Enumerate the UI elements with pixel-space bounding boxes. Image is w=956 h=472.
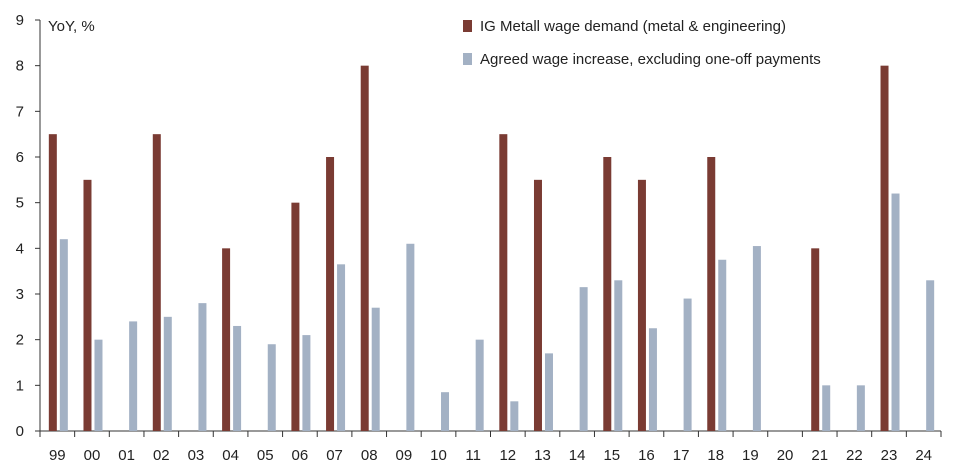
bar-agreed-increase	[59, 239, 68, 431]
x-tick-label: 15	[603, 447, 620, 464]
bar-agreed-increase	[441, 392, 450, 431]
bar-agreed-increase	[891, 193, 900, 431]
x-tick-label: 09	[396, 447, 413, 464]
y-tick-label: 2	[16, 332, 24, 349]
bar-agreed-increase	[233, 325, 242, 431]
y-tick-label: 7	[16, 103, 24, 120]
x-tick-label: 05	[257, 447, 274, 464]
bar-agreed-increase	[406, 243, 415, 431]
y-tick-label: 8	[16, 58, 24, 75]
axes	[35, 19, 942, 437]
x-tick-label: 16	[638, 447, 655, 464]
x-tick-label: 24	[915, 447, 932, 464]
bar-agreed-increase	[856, 385, 865, 431]
bars	[48, 65, 935, 432]
bar-wage-demand	[291, 202, 300, 431]
y-tick-label: 3	[16, 286, 24, 303]
bar-wage-demand	[326, 157, 335, 431]
bar-agreed-increase	[337, 264, 346, 431]
bar-agreed-increase	[267, 344, 276, 431]
bar-wage-demand	[603, 157, 612, 431]
x-tick-label: 99	[49, 447, 66, 464]
x-tick-label: 11	[465, 447, 481, 464]
y-tick-label: 6	[16, 149, 24, 166]
x-tick-label: 02	[153, 447, 170, 464]
bar-agreed-increase	[163, 316, 172, 431]
x-tick-label: 10	[430, 447, 447, 464]
bar-agreed-increase	[198, 303, 207, 431]
bar-wage-demand	[811, 248, 820, 431]
x-tick-label: 07	[326, 447, 343, 464]
bar-agreed-increase	[371, 307, 380, 431]
y-tick-label: 4	[16, 240, 24, 257]
legend-swatch-demand	[463, 20, 472, 32]
bar-agreed-increase	[302, 335, 311, 431]
bar-agreed-increase	[822, 385, 831, 431]
bar-wage-demand	[880, 65, 889, 432]
y-axis-title: YoY, %	[48, 18, 95, 35]
bar-agreed-increase	[94, 339, 103, 431]
bar-wage-demand	[360, 65, 369, 432]
bar-wage-demand	[499, 134, 508, 431]
bar-agreed-increase	[614, 280, 623, 431]
bar-agreed-increase	[475, 339, 484, 431]
bar-wage-demand	[533, 179, 542, 431]
y-tick-label: 1	[16, 377, 24, 394]
bar-wage-demand	[152, 134, 161, 431]
bar-wage-demand	[83, 179, 92, 431]
bar-agreed-increase	[718, 259, 727, 431]
x-tick-label: 01	[118, 447, 135, 464]
bar-wage-demand	[48, 134, 57, 431]
x-tick-label: 13	[534, 447, 551, 464]
bar-agreed-increase	[510, 401, 519, 431]
bar-wage-demand	[637, 179, 646, 431]
bar-agreed-increase	[926, 280, 935, 431]
y-tick-label: 0	[16, 423, 24, 440]
bar-agreed-increase	[544, 353, 553, 431]
x-tick-label: 04	[222, 447, 239, 464]
bar-agreed-increase	[579, 287, 588, 431]
x-tick-label: 08	[361, 447, 378, 464]
x-tick-label: 00	[84, 447, 101, 464]
x-tick-label: 21	[811, 447, 828, 464]
bar-wage-demand	[222, 248, 231, 431]
x-tick-label: 03	[188, 447, 205, 464]
x-tick-label: 19	[742, 447, 759, 464]
legend-label-agreed: Agreed wage increase, excluding one-off …	[480, 51, 821, 68]
legend-label-demand: IG Metall wage demand (metal & engineeri…	[480, 18, 786, 35]
y-tick-label: 5	[16, 195, 24, 212]
bar-agreed-increase	[648, 328, 657, 431]
x-tick-label: 22	[846, 447, 863, 464]
bar-wage-demand	[707, 157, 716, 431]
x-tick-label: 23	[881, 447, 898, 464]
x-tick-label: 12	[499, 447, 516, 464]
x-tick-label: 20	[777, 447, 794, 464]
x-tick-label: 14	[569, 447, 586, 464]
bar-agreed-increase	[683, 298, 692, 431]
x-tick-label: 18	[707, 447, 724, 464]
y-tick-label: 9	[16, 12, 24, 29]
legend: IG Metall wage demand (metal & engineeri…	[463, 18, 821, 68]
x-tick-label: 06	[292, 447, 309, 464]
x-tick-label: 17	[673, 447, 690, 464]
bar-agreed-increase	[129, 321, 138, 431]
legend-swatch-agreed	[463, 53, 472, 65]
bar-agreed-increase	[752, 246, 761, 431]
